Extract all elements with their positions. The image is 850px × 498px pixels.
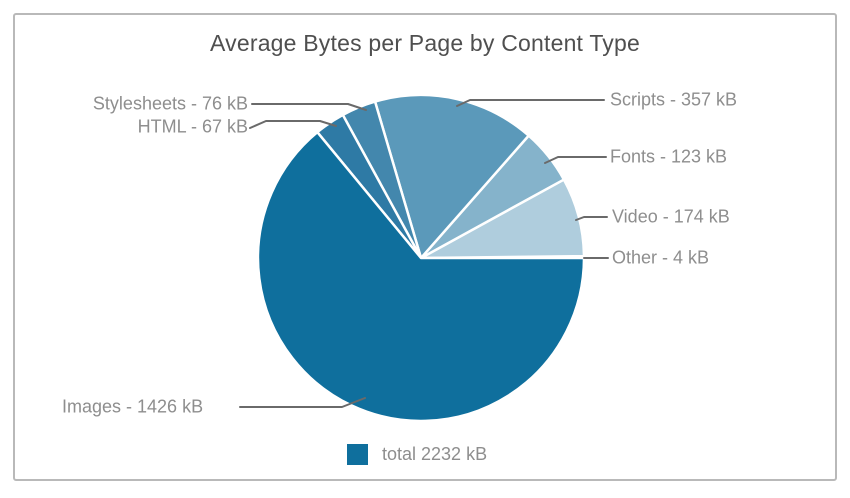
callout-stylesheets: Stylesheets - 76 kB (92, 93, 248, 114)
callout-other: Other - 4 kB (612, 247, 710, 268)
leader-fonts (544, 156, 607, 164)
callout-images: Images - 1426 kB (62, 396, 204, 417)
slice-scripts (373, 93, 530, 260)
callout-scripts: Scripts - 357 kB (610, 89, 738, 110)
callout-fonts: Fonts - 123 kB (610, 146, 728, 167)
pie-slices (256, 93, 586, 423)
chart-title: Average Bytes per Page by Content Type (210, 30, 640, 56)
legend-swatch (347, 444, 368, 465)
slice-images (256, 130, 586, 423)
leader-stylesheets (251, 103, 367, 111)
leader-html (249, 120, 337, 129)
callout-html: HTML - 67 kB (137, 116, 248, 137)
leader-video (575, 216, 608, 221)
leader-lines (239, 99, 609, 408)
leader-images (239, 397, 366, 408)
leader-scripts (456, 99, 605, 107)
legend-label: total 2232 kB (382, 444, 488, 464)
callout-video: Video - 174 kB (612, 206, 730, 227)
legend: total 2232 kB (347, 444, 487, 465)
